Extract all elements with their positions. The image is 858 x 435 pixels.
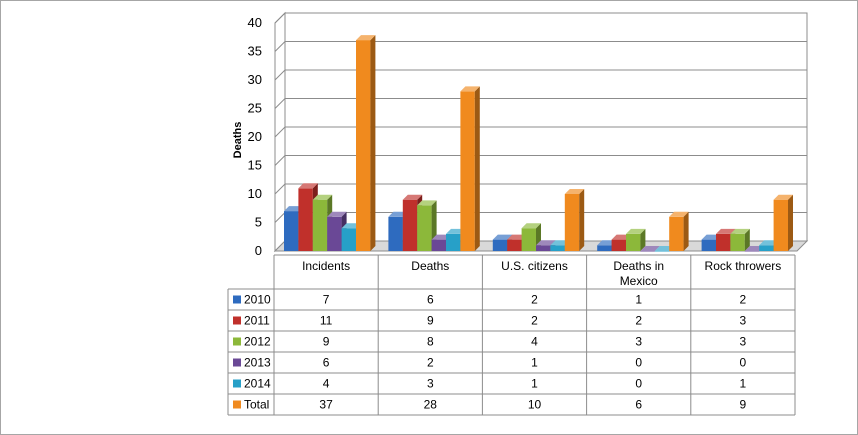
bar-2012-deaths-in-mexico xyxy=(626,228,646,251)
legend-swatch-2012 xyxy=(233,337,241,346)
y-axis-title: Deaths xyxy=(232,122,244,159)
data-label: 6 xyxy=(427,293,434,307)
data-label: 37 xyxy=(319,398,333,412)
data-label: 2 xyxy=(531,293,538,307)
data-label: 6 xyxy=(635,398,642,412)
legend-swatch-2011 xyxy=(233,316,241,325)
data-label: 1 xyxy=(635,293,642,307)
bar-total-rock-throwers xyxy=(773,194,793,251)
bar-total-deaths-in-mexico xyxy=(669,211,689,251)
data-label: 1 xyxy=(531,356,538,370)
gridline xyxy=(274,98,807,109)
data-label: 3 xyxy=(635,335,642,349)
y-tick-label: 35 xyxy=(248,44,262,59)
data-label: 0 xyxy=(635,377,642,391)
data-label: 2 xyxy=(427,356,434,370)
legend-label: 2014 xyxy=(244,377,271,391)
y-tick-label: 0 xyxy=(255,243,262,258)
y-tick-label: 40 xyxy=(248,15,262,30)
gridline xyxy=(274,155,807,166)
bar-total-deaths xyxy=(460,86,480,252)
data-label: 9 xyxy=(427,314,434,328)
x-tick-label: U.S. citizens xyxy=(501,259,568,273)
data-label: 2 xyxy=(635,314,642,328)
y-tick-label: 20 xyxy=(248,129,262,144)
gridline xyxy=(274,69,807,81)
legend-swatch-2013 xyxy=(233,358,241,367)
x-tick-label: Rock throwers xyxy=(705,259,782,273)
y-tick-label: 5 xyxy=(255,215,262,230)
data-label: 9 xyxy=(740,398,747,412)
data-label: 9 xyxy=(323,335,330,349)
data-label: 3 xyxy=(740,314,747,328)
x-tick-label: Deaths in xyxy=(613,259,664,273)
gridline xyxy=(274,41,807,52)
bar-total-incidents xyxy=(356,35,376,251)
gridline xyxy=(274,183,807,195)
y-tick-label: 25 xyxy=(248,101,262,116)
legend-label: 2010 xyxy=(244,293,271,307)
y-tick-label: 10 xyxy=(248,186,262,201)
x-tick-label: Mexico xyxy=(620,274,658,288)
gridline xyxy=(274,126,807,138)
y-tick-label: 30 xyxy=(248,72,262,87)
x-tick-label: Deaths xyxy=(411,259,449,273)
data-label: 0 xyxy=(740,356,747,370)
data-label: 10 xyxy=(528,398,542,412)
data-label: 6 xyxy=(323,356,330,370)
data-label: 4 xyxy=(531,335,538,349)
legend-label: 2011 xyxy=(244,314,270,328)
data-label: 1 xyxy=(531,377,538,391)
bar-2013-deaths-in-mexico xyxy=(640,246,660,252)
legend-label: 2013 xyxy=(244,356,271,370)
data-label: 11 xyxy=(320,314,333,328)
bar-total-u-s-citizens xyxy=(564,189,585,251)
data-label: 3 xyxy=(427,377,434,391)
data-label: 0 xyxy=(635,356,642,370)
legend-label: 2012 xyxy=(244,335,271,349)
data-label: 3 xyxy=(740,335,747,349)
legend-swatch-2014 xyxy=(233,379,241,388)
x-tick-label: Incidents xyxy=(302,259,350,273)
legend-swatch-2010 xyxy=(233,295,241,304)
data-label: 2 xyxy=(740,293,747,307)
data-label: 7 xyxy=(323,293,330,307)
data-label: 8 xyxy=(427,335,434,349)
data-label: 4 xyxy=(323,377,330,391)
legend-swatch-total xyxy=(233,400,241,409)
legend-label: Total xyxy=(244,398,269,412)
y-tick-label: 15 xyxy=(248,158,262,173)
data-label: 28 xyxy=(424,398,438,412)
data-label: 1 xyxy=(740,377,747,391)
data-label: 2 xyxy=(531,314,538,328)
gridline xyxy=(274,12,807,24)
bar-2012-rock-throwers xyxy=(730,228,750,251)
